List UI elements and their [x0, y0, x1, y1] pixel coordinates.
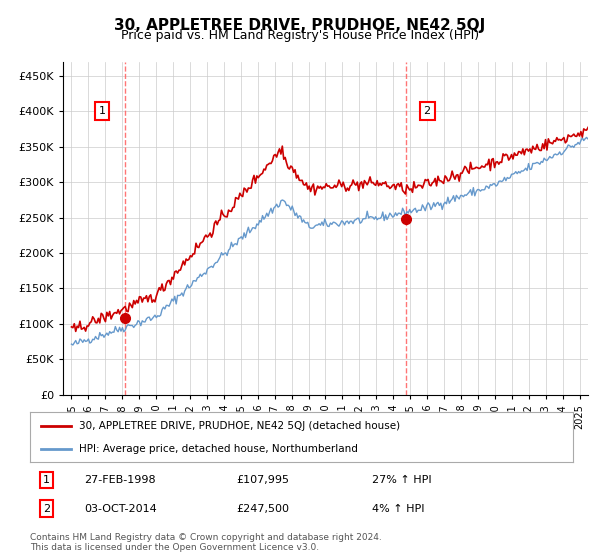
Text: 2: 2: [424, 106, 431, 116]
Text: 27-FEB-1998: 27-FEB-1998: [85, 475, 156, 486]
Text: £107,995: £107,995: [236, 475, 289, 486]
Text: 03-OCT-2014: 03-OCT-2014: [85, 503, 157, 514]
Text: 4% ↑ HPI: 4% ↑ HPI: [372, 503, 425, 514]
Text: 1: 1: [43, 475, 50, 486]
Text: Contains HM Land Registry data © Crown copyright and database right 2024.: Contains HM Land Registry data © Crown c…: [30, 533, 382, 542]
Text: This data is licensed under the Open Government Licence v3.0.: This data is licensed under the Open Gov…: [30, 543, 319, 552]
Text: HPI: Average price, detached house, Northumberland: HPI: Average price, detached house, Nort…: [79, 444, 358, 454]
Text: 1: 1: [98, 106, 106, 116]
Text: 30, APPLETREE DRIVE, PRUDHOE, NE42 5QJ: 30, APPLETREE DRIVE, PRUDHOE, NE42 5QJ: [115, 18, 485, 33]
Text: Price paid vs. HM Land Registry's House Price Index (HPI): Price paid vs. HM Land Registry's House …: [121, 29, 479, 42]
Text: £247,500: £247,500: [236, 503, 289, 514]
Text: 2: 2: [43, 503, 50, 514]
Text: 27% ↑ HPI: 27% ↑ HPI: [372, 475, 432, 486]
Text: 30, APPLETREE DRIVE, PRUDHOE, NE42 5QJ (detached house): 30, APPLETREE DRIVE, PRUDHOE, NE42 5QJ (…: [79, 421, 400, 431]
